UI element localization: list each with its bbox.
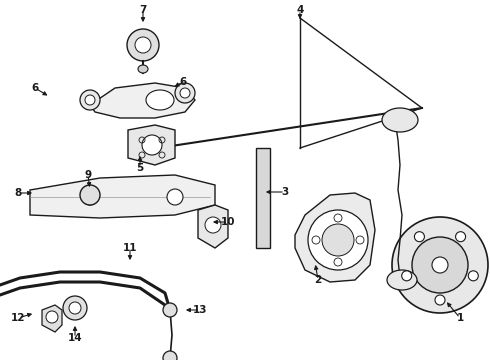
Text: 6: 6 [31,83,39,93]
Circle shape [163,303,177,317]
Text: 7: 7 [139,5,147,15]
Polygon shape [42,305,62,332]
Ellipse shape [138,65,148,73]
Circle shape [46,311,58,323]
Polygon shape [90,83,195,118]
Circle shape [85,95,95,105]
Circle shape [432,257,448,273]
Circle shape [205,217,221,233]
Circle shape [80,90,100,110]
Polygon shape [128,125,175,165]
Polygon shape [30,175,215,218]
Circle shape [163,351,177,360]
Text: 12: 12 [11,313,25,323]
Polygon shape [198,205,228,248]
Text: 8: 8 [14,188,22,198]
Circle shape [167,189,183,205]
Circle shape [127,29,159,61]
Circle shape [435,295,445,305]
Circle shape [175,83,195,103]
Text: 4: 4 [296,5,304,15]
Text: 5: 5 [136,163,144,173]
Text: 1: 1 [456,313,464,323]
Circle shape [392,217,488,313]
Text: 11: 11 [123,243,137,253]
Text: 9: 9 [84,170,92,180]
Text: 6: 6 [179,77,187,87]
Text: 14: 14 [68,333,82,343]
Circle shape [135,37,151,53]
Circle shape [322,224,354,256]
Circle shape [456,232,466,242]
Polygon shape [295,193,375,282]
Text: 3: 3 [281,187,289,197]
Circle shape [142,135,162,155]
Circle shape [402,271,412,281]
Circle shape [82,189,98,205]
Circle shape [412,237,468,293]
Circle shape [415,232,424,242]
Text: 2: 2 [315,275,321,285]
Circle shape [308,210,368,270]
Circle shape [468,271,478,281]
Circle shape [180,88,190,98]
Ellipse shape [387,270,417,290]
Circle shape [69,302,81,314]
Ellipse shape [146,90,174,110]
Text: 10: 10 [221,217,235,227]
Circle shape [80,185,100,205]
Bar [256,148,270,248]
Circle shape [63,296,87,320]
Ellipse shape [382,108,418,132]
Text: 13: 13 [193,305,207,315]
